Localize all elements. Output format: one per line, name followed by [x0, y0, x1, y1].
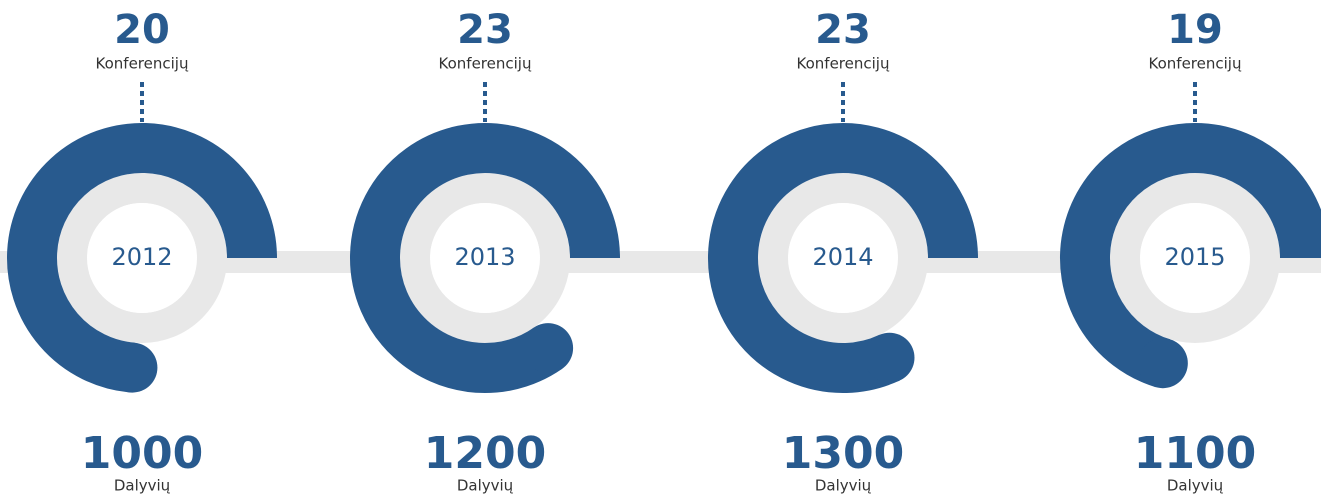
participant-count: 1200: [424, 428, 546, 479]
timeline-bar: [0, 251, 1321, 273]
arc-cap: [1137, 338, 1188, 389]
conference-count: 20: [114, 7, 170, 53]
arc-cap: [864, 332, 915, 383]
year-center: [788, 203, 898, 313]
participant-count: 1000: [81, 428, 203, 479]
year-center: [430, 203, 540, 313]
year-ring: [400, 173, 570, 343]
conference-count: 23: [815, 7, 871, 53]
year-label: 2015: [1164, 243, 1225, 271]
conference-label: Konferencijų: [797, 55, 890, 73]
year-ring: [57, 173, 227, 343]
year-center: [1140, 203, 1250, 313]
conference-count: 23: [457, 7, 513, 53]
conference-label: Konferencijų: [1149, 55, 1242, 73]
year-label: 2013: [454, 243, 515, 271]
participant-count: 1100: [1134, 428, 1256, 479]
conference-count: 19: [1167, 7, 1223, 53]
progress-arc: [7, 123, 277, 393]
participant-count: 1300: [782, 428, 904, 479]
progress-arc: [350, 123, 620, 393]
year-ring: [1110, 173, 1280, 343]
participant-label: Dalyvių: [1167, 477, 1224, 495]
participant-label: Dalyvių: [457, 477, 514, 495]
conference-label: Konferencijų: [96, 55, 189, 73]
arc-cap: [107, 342, 158, 393]
year-ring: [758, 173, 928, 343]
participant-label: Dalyvių: [815, 477, 872, 495]
year-label: 2014: [812, 243, 873, 271]
arc-cap: [523, 323, 574, 374]
progress-arc: [708, 123, 978, 393]
year-center: [87, 203, 197, 313]
progress-arc: [1060, 123, 1321, 388]
participant-label: Dalyvių: [114, 477, 171, 495]
conference-label: Konferencijų: [439, 55, 532, 73]
year-label: 2012: [111, 243, 172, 271]
